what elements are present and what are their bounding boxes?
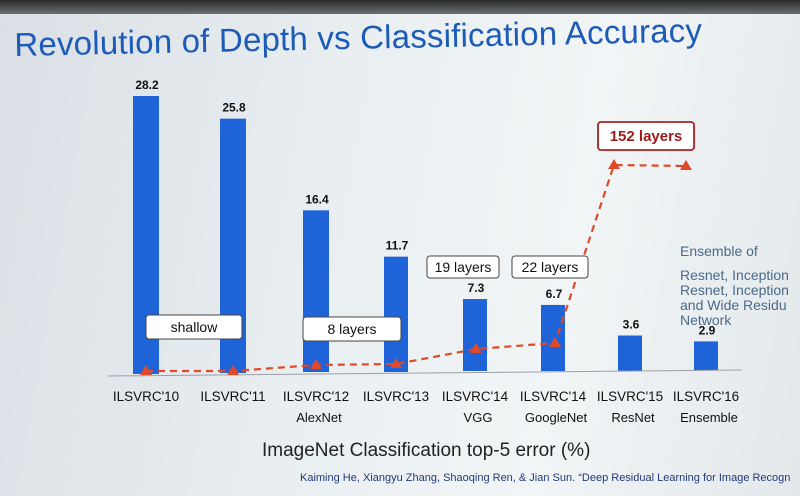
x-tick-sublabel: GoogleNet bbox=[525, 410, 588, 425]
bar bbox=[541, 304, 565, 371]
bar-value-label: 28.2 bbox=[135, 78, 159, 92]
depth-note-box bbox=[511, 255, 589, 279]
bar bbox=[694, 341, 718, 370]
x-axis-line bbox=[107, 369, 743, 377]
x-tick-label: ILSVRC'14 bbox=[442, 389, 509, 404]
x-tick-sublabel: ResNet bbox=[611, 410, 655, 425]
depth-note-box bbox=[302, 316, 402, 342]
citation: Kaiming He, Xiangyu Zhang, Shaoqing Ren,… bbox=[300, 472, 791, 484]
x-tick-sublabel: AlexNet bbox=[296, 410, 342, 425]
labels-layer: 28.2 ILSVRC'10 25.8 ILSVRC'11 16.4 ILSVRC'12 A… bbox=[113, 78, 739, 425]
ensemble-note: Ensemble of Resnet, Inception Resnet, In… bbox=[680, 244, 789, 328]
bar bbox=[384, 256, 408, 372]
depth-note-label: 19 layers bbox=[435, 259, 492, 275]
trend-marker bbox=[470, 343, 482, 353]
x-tick-label: ILSVRC'11 bbox=[200, 389, 265, 404]
depth-callout-box bbox=[597, 121, 695, 151]
depth-note-label: shallow bbox=[171, 319, 219, 335]
bar-value-label: 2.9 bbox=[699, 323, 716, 337]
ensemble-note-line: and Wide Residu bbox=[680, 297, 787, 313]
projector-edge bbox=[0, 0, 800, 14]
x-tick-sublabel: Ensemble bbox=[680, 410, 738, 425]
x-tick-label: ILSVRC'15 bbox=[597, 389, 663, 404]
bar-value-label: 11.7 bbox=[386, 239, 409, 253]
ensemble-note-line: Resnet, Inception bbox=[680, 267, 789, 283]
notes-layer: shallow 8 layers 19 layers 22 layers 152 lay… bbox=[145, 121, 695, 342]
depth-trend-line bbox=[146, 163, 687, 373]
x-axis-title: ImageNet Classification top-5 error (%) bbox=[262, 440, 591, 461]
trend-marker bbox=[680, 160, 692, 170]
trend-marker bbox=[390, 358, 402, 368]
bar bbox=[618, 335, 642, 371]
depth-callout-label: 152 layers bbox=[610, 128, 683, 145]
bar bbox=[463, 299, 487, 371]
bar-value-label: 25.8 bbox=[222, 101, 246, 115]
bar-value-label: 16.4 bbox=[305, 192, 329, 206]
ensemble-note-line: Resnet, Inception bbox=[680, 282, 789, 298]
trend-marker bbox=[549, 337, 561, 347]
depth-note-box bbox=[426, 255, 500, 279]
depth-note-label: 8 layers bbox=[327, 321, 376, 337]
trend-marker bbox=[608, 159, 620, 169]
trend-marker bbox=[310, 359, 322, 369]
depth-trend-layer bbox=[140, 159, 692, 375]
x-tick-label: ILSVRC'14 bbox=[520, 389, 587, 404]
bar bbox=[303, 210, 329, 372]
x-tick-label: ILSVRC'13 bbox=[363, 389, 429, 404]
x-tick-sublabel: VGG bbox=[464, 410, 493, 425]
trend-marker bbox=[227, 365, 239, 375]
ensemble-note-head: Ensemble of bbox=[680, 243, 758, 259]
depth-note-box bbox=[145, 314, 243, 340]
bar-value-label: 3.6 bbox=[623, 318, 640, 332]
bar-value-label: 6.7 bbox=[546, 287, 563, 301]
bar-value-label: 7.3 bbox=[468, 281, 485, 295]
x-tick-label: ILSVRC'12 bbox=[283, 389, 349, 404]
trend-marker bbox=[140, 365, 152, 375]
depth-note-label: 22 layers bbox=[522, 259, 579, 275]
x-tick-label: ILSVRC'16 bbox=[673, 389, 739, 404]
ensemble-note-line: Network bbox=[680, 312, 732, 328]
x-tick-label: ILSVRC'10 bbox=[113, 389, 179, 404]
